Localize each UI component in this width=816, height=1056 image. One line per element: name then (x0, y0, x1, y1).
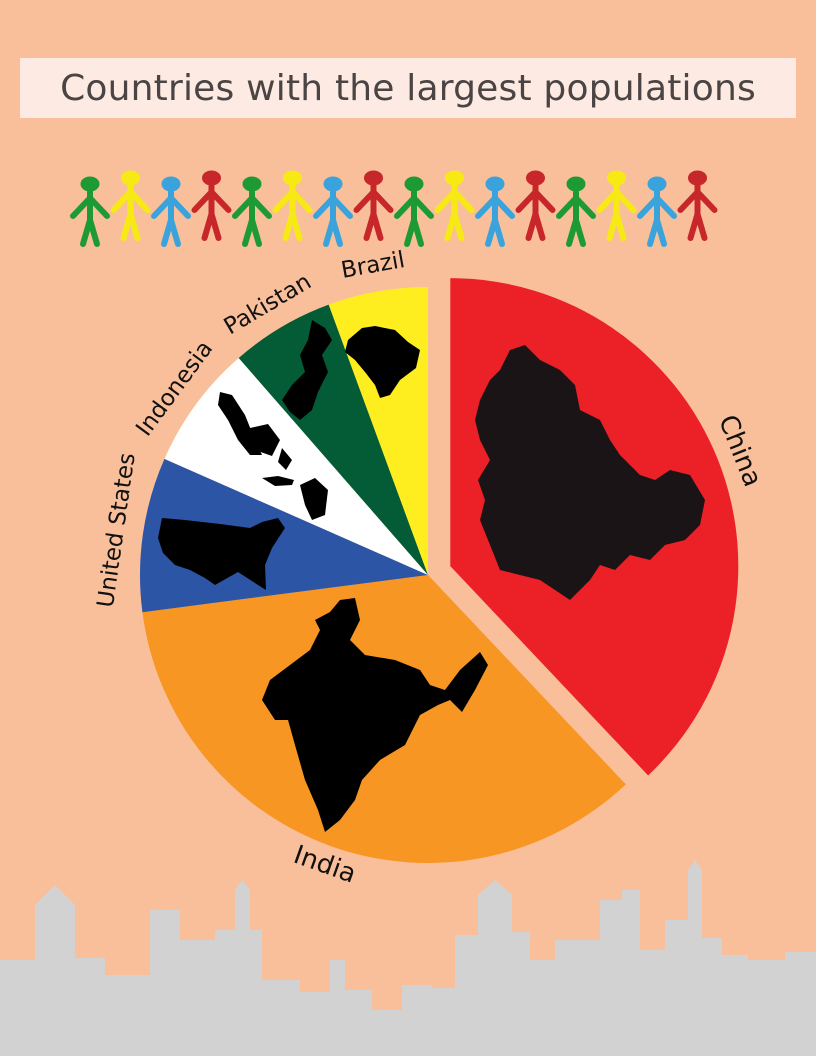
person-figure (434, 170, 475, 241)
city-skyline-decoration (0, 860, 816, 1056)
chart-title: Countries with the largest populations (60, 67, 756, 109)
person-figure (313, 176, 353, 247)
title-banner: Countries with the largest populations (20, 58, 796, 118)
person-figure (191, 170, 232, 241)
skyline-silhouette (0, 860, 816, 1056)
person-figure (637, 176, 677, 247)
pie-label-united-states: United States (93, 451, 141, 609)
person-figure (151, 176, 191, 247)
person-figure (596, 170, 637, 241)
indonesia-map-icon (218, 392, 328, 520)
india-map-icon (262, 598, 488, 832)
person-figure (475, 176, 515, 247)
person-figure (232, 176, 272, 247)
person-figure (394, 176, 434, 247)
person-figure (272, 170, 313, 241)
person-figure (677, 170, 718, 241)
person-figure (110, 170, 151, 241)
pakistan-map-icon (282, 320, 332, 420)
people-chain-decoration (70, 170, 718, 247)
china-map-icon (475, 345, 705, 600)
person-figure (515, 170, 556, 241)
country-map-icons (158, 320, 705, 832)
united-states-map-icon (158, 518, 285, 590)
pie-slice-pakistan (238, 304, 428, 575)
person-figure (556, 176, 596, 247)
brazil-map-icon (345, 326, 420, 398)
person-figure (70, 176, 110, 247)
pie-label-brazil: Brazil (339, 247, 407, 284)
person-figure (353, 170, 394, 241)
